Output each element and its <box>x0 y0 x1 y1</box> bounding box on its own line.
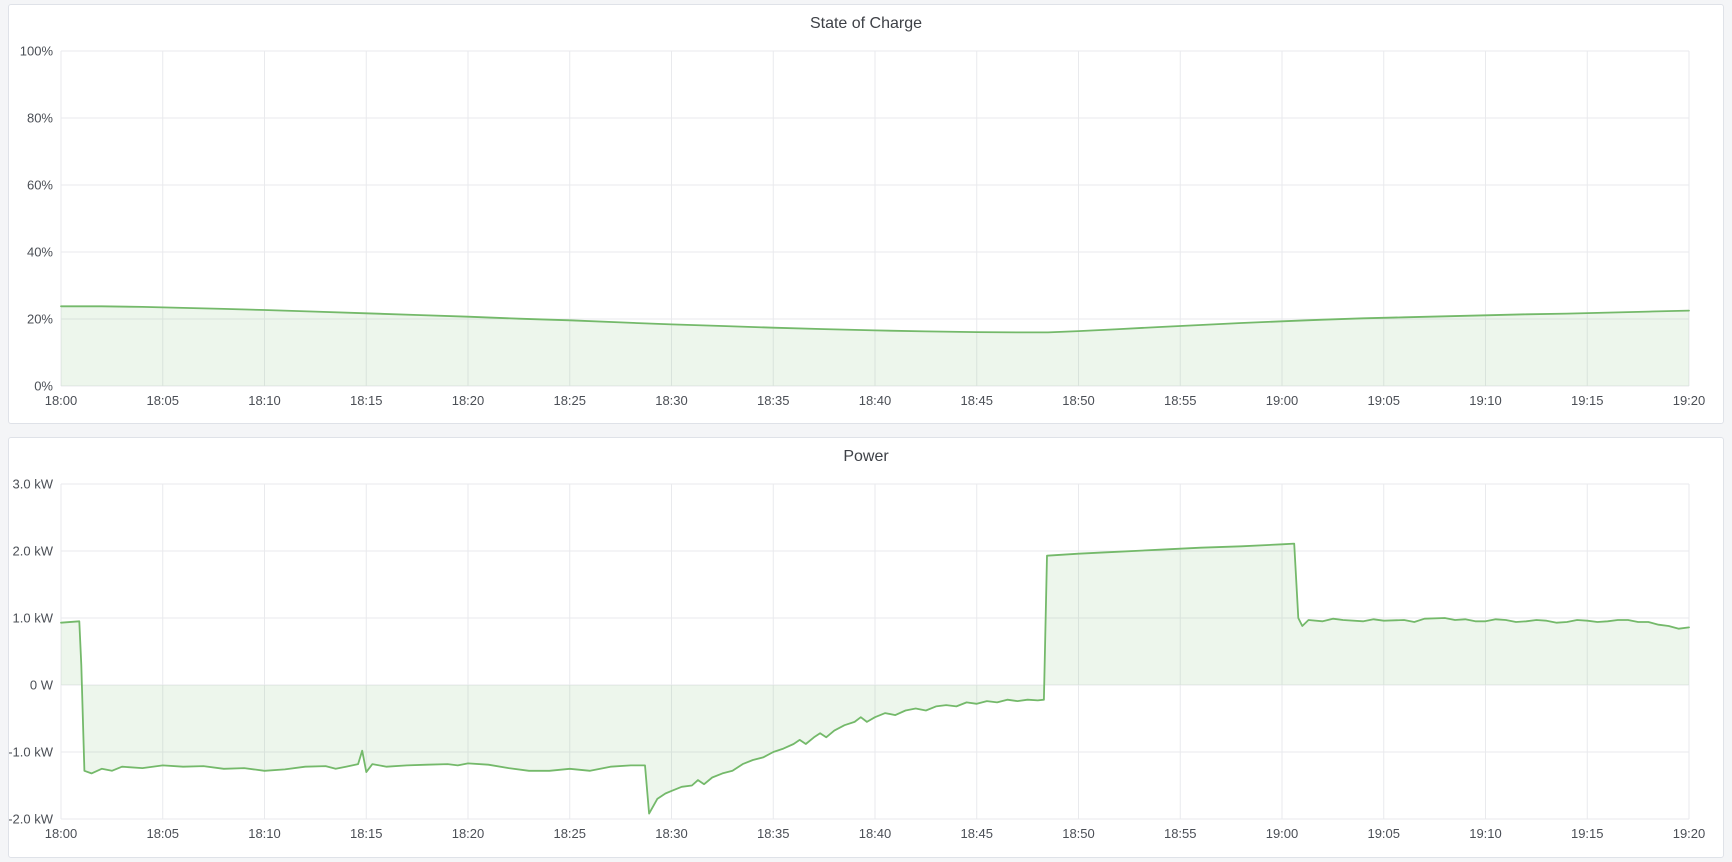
x-axis-tick-label: 19:05 <box>1367 393 1400 408</box>
state-of-charge-panel: 100% 80% 60% 40% 20% 0% 18:00 18:05 18:10 18:15 18… <box>8 4 1724 424</box>
series-area-fill <box>61 306 1689 386</box>
series-line <box>60 305 1690 334</box>
x-axis-tick-label: 18:50 <box>1062 826 1095 841</box>
x-axis-tick-label: 18:00 <box>45 393 78 408</box>
y-axis-tick-label: 40% <box>27 245 53 260</box>
y-axis-tick-label: 2.0 kW <box>13 544 54 559</box>
state-of-charge-panel-title[interactable]: State of Charge <box>809 15 923 32</box>
power-panel-title[interactable]: Power <box>843 448 889 465</box>
y-axis-tick-label: 80% <box>27 111 53 126</box>
y-axis-tick-label: 1.0 kW <box>13 611 54 626</box>
x-axis-tick-label: 18:30 <box>655 826 688 841</box>
y-axis-tick-label: 20% <box>27 312 53 327</box>
power-panel: 3.0 kW 2.0 kW 1.0 kW 0 W -1.0 kW -2.0 kW 18:00… <box>8 437 1724 858</box>
x-axis-tick-label: 18:30 <box>655 393 688 408</box>
x-axis-tick-label: 18:45 <box>960 826 993 841</box>
y-axis-tick-label: 0 W <box>30 678 54 693</box>
x-axis-tick-label: 18:20 <box>452 826 485 841</box>
y-axis-tick-label: -1.0 kW <box>9 745 54 760</box>
y-axis-tick-label: 0% <box>34 379 53 394</box>
x-axis-tick-label: 18:35 <box>757 826 790 841</box>
y-axis-tick-label: 3.0 kW <box>13 477 54 492</box>
x-axis-tick-label: 19:10 <box>1469 393 1502 408</box>
x-axis-tick-label: 18:15 <box>350 826 383 841</box>
x-axis-tick-label: 18:40 <box>859 826 892 841</box>
y-axis-tick-label: 60% <box>27 178 53 193</box>
state-of-charge-chart[interactable]: 100% 80% 60% 40% 20% 0%18:00 18:05 18:10 18:15 18… <box>9 5 1723 423</box>
x-axis-tick-label: 18:55 <box>1164 826 1197 841</box>
x-axis-tick-label: 18:15 <box>350 393 383 408</box>
x-axis-tick-label: 19:15 <box>1571 826 1604 841</box>
x-axis-tick-label: 19:00 <box>1266 393 1299 408</box>
x-axis-tick-label: 18:10 <box>248 826 281 841</box>
x-axis-tick-label: 19:10 <box>1469 826 1502 841</box>
x-axis-tick-label: 19:20 <box>1673 393 1706 408</box>
x-axis-tick-label: 19:15 <box>1571 393 1604 408</box>
x-axis-tick-label: 18:00 <box>45 826 78 841</box>
y-axis-tick-label: 100% <box>20 44 54 59</box>
x-axis-tick-label: 18:20 <box>452 393 485 408</box>
x-axis-tick-label: 19:00 <box>1266 826 1299 841</box>
x-axis-tick-label: 18:25 <box>553 826 586 841</box>
x-axis-tick-label: 19:20 <box>1673 826 1706 841</box>
x-axis-tick-label: 18:05 <box>146 393 179 408</box>
x-axis-tick-label: 18:05 <box>146 826 179 841</box>
x-axis-tick-label: 18:45 <box>960 393 993 408</box>
x-axis-tick-label: 18:10 <box>248 393 281 408</box>
series-line <box>60 542 1690 815</box>
series-area-fill <box>61 543 1689 814</box>
power-chart[interactable]: 3.0 kW 2.0 kW 1.0 kW 0 W -1.0 kW -2.0 kW18:00… <box>9 438 1723 857</box>
x-axis-tick-label: 18:40 <box>859 393 892 408</box>
x-axis-tick-label: 18:50 <box>1062 393 1095 408</box>
x-axis-tick-label: 19:05 <box>1367 826 1400 841</box>
y-axis-tick-label: -2.0 kW <box>9 812 54 827</box>
x-axis-tick-label: 18:35 <box>757 393 790 408</box>
x-axis-tick-label: 18:25 <box>553 393 586 408</box>
x-axis-tick-label: 18:55 <box>1164 393 1197 408</box>
